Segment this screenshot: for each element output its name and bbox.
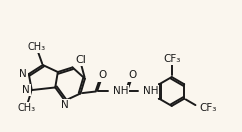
Text: N: N (22, 85, 29, 95)
Text: O: O (128, 70, 136, 80)
Text: CH₃: CH₃ (28, 42, 46, 52)
Text: CF₃: CF₃ (199, 103, 216, 113)
Text: NH: NH (113, 86, 128, 96)
Text: N: N (61, 100, 69, 110)
Text: O: O (98, 70, 106, 80)
Text: CF₃: CF₃ (163, 54, 181, 64)
Text: NH: NH (143, 86, 158, 96)
Text: N: N (19, 69, 26, 79)
Text: Cl: Cl (76, 55, 86, 65)
Text: CH₃: CH₃ (17, 103, 35, 113)
